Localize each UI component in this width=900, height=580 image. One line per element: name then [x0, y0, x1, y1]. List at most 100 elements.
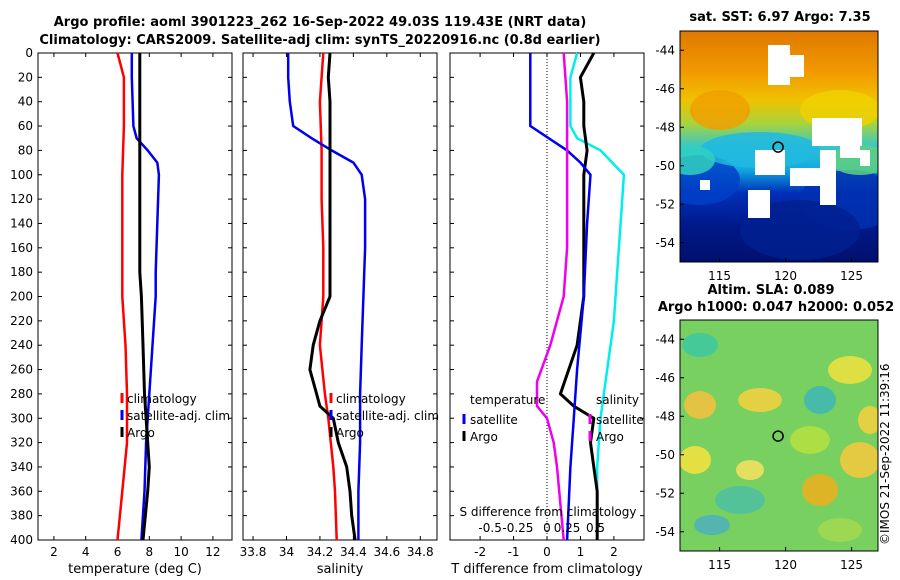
y-tick-label: 240	[10, 338, 33, 352]
sst-map-title: sat. SST: 6.97 Argo: 7.35	[689, 10, 871, 25]
sst-map-x-tick-label: 120	[774, 269, 797, 283]
y-tick-label: 200	[10, 290, 33, 304]
salinity-legend-label: climatology	[336, 392, 406, 406]
difference-x-axis-label: T difference from climatology	[450, 562, 643, 577]
sst-map-y-tick-label: -46	[655, 82, 675, 96]
sla-map-x-tick-label: 120	[774, 558, 797, 572]
sst-blob	[680, 145, 715, 175]
sst-cloud-mask	[840, 140, 860, 158]
diff-s-tick-label: -0.25	[502, 521, 533, 535]
diff-s-tick-label: 0	[543, 521, 551, 535]
temperature-x-tick-label: 10	[173, 545, 188, 559]
figure-title-line1: Argo profile: aoml 3901223_262 16-Sep-20…	[53, 15, 587, 30]
sla-blob	[802, 474, 838, 506]
difference-x-tick-label: 2	[610, 545, 618, 559]
sst-map: 115 120 125 -44 -46 -48 -50 -52 -54	[655, 30, 879, 283]
y-tick-label: 340	[10, 460, 33, 474]
y-tick-label: 180	[10, 265, 33, 279]
y-tick-label: 400	[10, 533, 33, 547]
y-tick-label: 40	[18, 95, 33, 109]
salinity-x-tick-label: 34.4	[340, 545, 367, 559]
y-tick-label: 160	[10, 241, 33, 255]
diff-legend-s-label: satellite	[596, 413, 644, 427]
temperature-x-tick-label: 4	[82, 545, 90, 559]
sst-cloud-mask	[768, 45, 790, 85]
sla-map: 115 120 125 -44 -46 -48 -50 -52 -54	[655, 319, 879, 572]
y-tick-label: 300	[10, 411, 33, 425]
temperature-legend-label: Argo	[127, 426, 155, 440]
sst-map-y-tick-label: -44	[655, 43, 675, 57]
temperature-legend-label: satellite-adj. clim	[127, 409, 230, 423]
difference-series-s-satellite-argo-diff-	[529, 53, 592, 541]
temperature-x-axis-label: temperature (deg C)	[68, 562, 202, 577]
y-tick-label: 380	[10, 509, 33, 523]
sla-blob	[694, 515, 730, 535]
temperature-x-tick-label: 8	[145, 545, 153, 559]
sla-map-title-line1: Altim. SLA: 0.089	[707, 283, 835, 298]
diff-s-tick-label: 0.25	[554, 521, 581, 535]
y-tick-label: 360	[10, 484, 33, 498]
sst-cloud-mask	[860, 150, 870, 166]
sst-cloud-mask	[700, 180, 710, 190]
sst-map-x-tick-label: 115	[708, 269, 731, 283]
temperature-x-tick-label: 12	[205, 545, 220, 559]
y-tick-label: 260	[10, 363, 33, 377]
temperature-series-climatology	[116, 52, 129, 541]
temperature-x-tick-label: 6	[114, 545, 122, 559]
salinity-series-satellite-adj-clim	[286, 53, 367, 540]
diff-s-tick-label: 0.5	[586, 521, 605, 535]
sla-blob	[738, 388, 782, 412]
chart-difference: -2 -1 0 1 2 T difference from climatology temp…	[449, 52, 645, 577]
chart-temperature: 0 20 40 60 80 100 120 140 160 180 200 220 240 260 280 3…	[10, 46, 233, 577]
temperature-x-tick-label: 2	[50, 545, 58, 559]
salinity-x-tick-label: 34.6	[373, 545, 400, 559]
sla-blob	[818, 518, 862, 542]
sla-blob	[790, 426, 830, 454]
y-tick-label: 60	[18, 119, 33, 133]
diff-legend-t-label: satellite	[470, 413, 518, 427]
sla-map-y-tick-label: -52	[655, 486, 675, 500]
temperature-axes-box	[37, 52, 233, 541]
y-tick-label: 320	[10, 436, 33, 450]
temperature-series-argo	[138, 53, 151, 541]
y-tick-label: 100	[10, 168, 33, 182]
sla-map-frame	[679, 319, 879, 552]
y-tick-label: 0	[25, 46, 33, 60]
salinity-x-tick-label: 34	[279, 545, 294, 559]
y-tick-label: 220	[10, 314, 33, 328]
sla-map-y-tick-label: -48	[655, 409, 675, 423]
difference-series-t-satellite	[569, 52, 626, 540]
difference-x-tick-label: 1	[577, 545, 585, 559]
difference-x-tick-label: 0	[543, 545, 551, 559]
sla-blob	[682, 333, 718, 357]
sst-cloud-mask	[790, 55, 804, 77]
temperature-legend-label: climatology	[127, 392, 197, 406]
sla-map-title-line2: Argo h1000: 0.047 h2000: 0.052	[657, 300, 895, 315]
sla-blob	[858, 406, 878, 434]
sla-blob	[715, 486, 765, 514]
sst-map-y-tick-label: -50	[655, 159, 675, 173]
sla-map-y-tick-label: -46	[655, 371, 675, 385]
figure-title-line2: Climatology: CARS2009. Satellite-adj cli…	[39, 33, 601, 48]
salinity-legend-label: Argo	[336, 426, 364, 440]
salinity-series-argo	[308, 52, 357, 541]
diff-s-tick-label: -0.5	[478, 521, 501, 535]
difference-series-s-argo-argo-diff-	[535, 52, 569, 541]
sla-blob	[804, 386, 836, 414]
sla-map-field	[680, 320, 878, 551]
salinity-axes-box	[242, 52, 438, 541]
sst-map-y-tick-label: -52	[655, 197, 675, 211]
sst-cloud-mask	[755, 150, 785, 175]
y-tick-label: 80	[18, 143, 33, 157]
sla-map-y-tick-label: -50	[655, 448, 675, 462]
salinity-x-tick-label: 33.8	[240, 545, 267, 559]
salinity-x-axis-label: salinity	[317, 562, 364, 577]
sla-float-marker	[772, 430, 784, 442]
chart-salinity: 33.8 34 34.2 34.4 34.6 34.8 salinity climatolog…	[240, 52, 439, 577]
sla-blob	[840, 442, 878, 478]
salinity-series-climatology	[318, 52, 338, 541]
y-tick-label: 280	[10, 387, 33, 401]
sst-cloud-mask	[748, 190, 770, 218]
sla-map-y-tick-label: -44	[655, 332, 675, 346]
